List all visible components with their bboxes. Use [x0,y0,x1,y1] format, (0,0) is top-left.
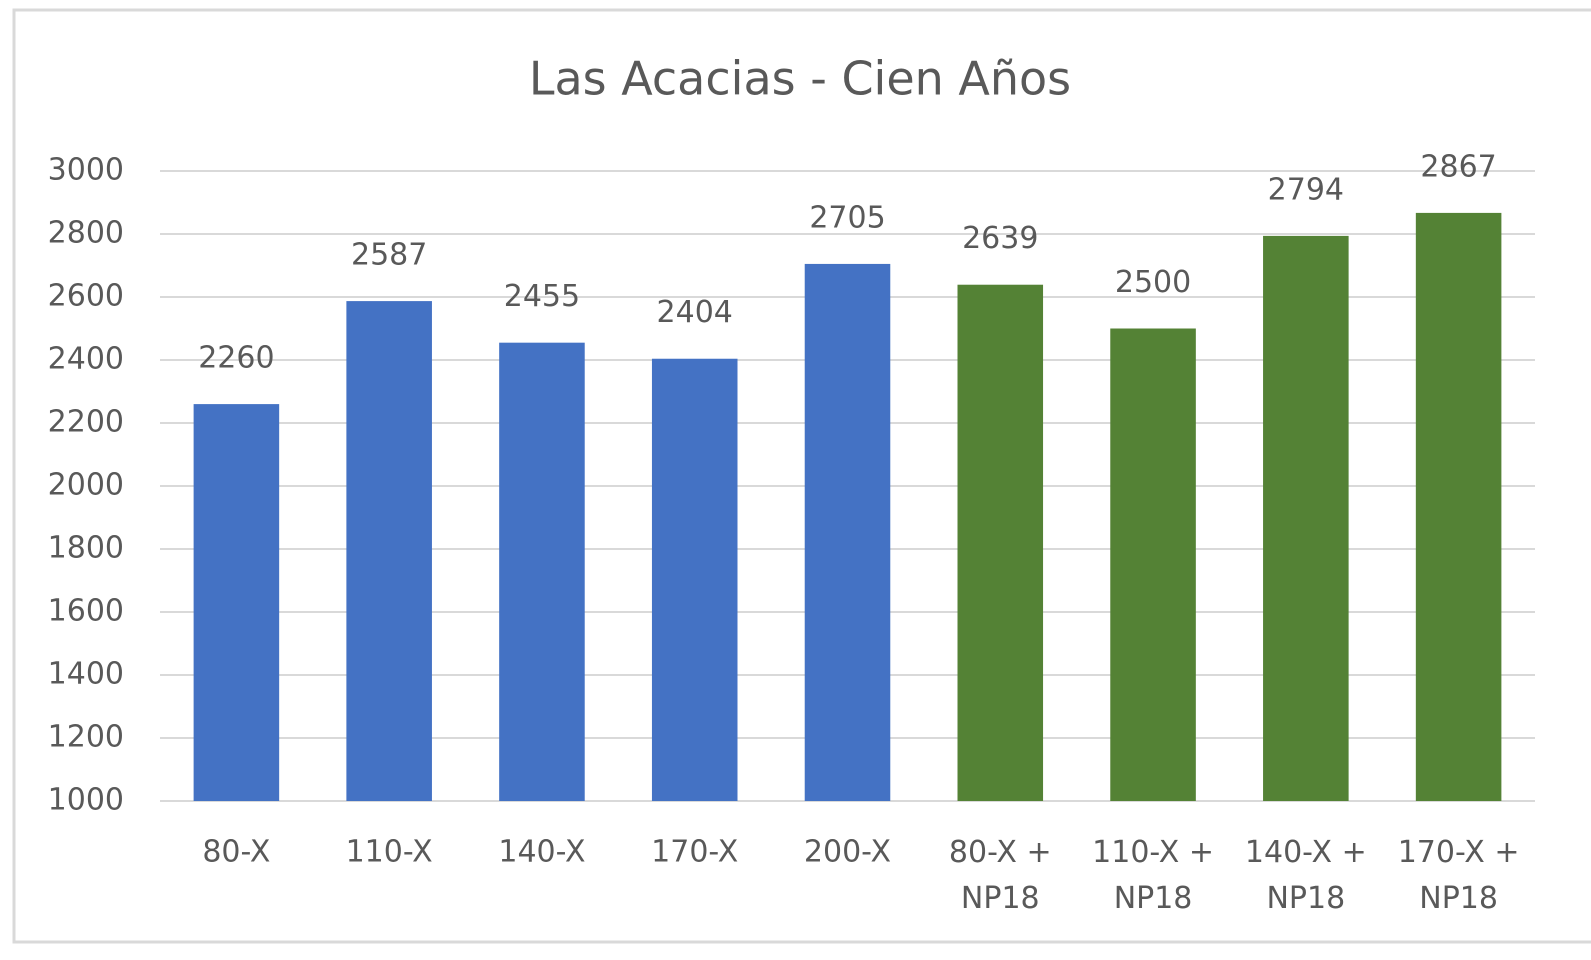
data-label: 2404 [657,295,733,330]
bar [499,342,585,801]
y-tick-label: 2800 [48,216,124,251]
bar [1415,212,1502,801]
x-tick-label: 80-X + NP18 [949,835,1052,916]
bar [1110,328,1196,801]
x-tick-label: 80-X [202,835,270,870]
data-label: 2794 [1268,172,1344,207]
y-tick-label: 2000 [48,468,124,503]
y-tick-label: 2200 [48,405,124,440]
y-tick-label: 1200 [48,720,124,755]
bar [193,404,280,801]
x-tick-label: 140-X [498,835,585,870]
x-tick-label: 110-X + NP18 [1092,835,1214,916]
bar [957,284,1044,802]
bar [346,301,432,801]
y-tick-label: 3000 [48,153,124,188]
data-label: 2260 [198,341,274,376]
y-tick-label: 1400 [48,657,124,692]
chart-title: Las Acacias - Cien Años [529,52,1071,106]
x-tick-label: 170-X + NP18 [1398,835,1520,916]
data-label: 2455 [504,279,580,314]
x-tick-label: 110-X [346,835,433,870]
data-label: 2705 [809,200,885,235]
y-tick-label: 1800 [48,531,124,566]
data-label: 2500 [1115,265,1191,300]
y-tick-label: 2600 [48,279,124,314]
x-tick-label: 200-X [804,835,891,870]
y-tick-label: 2400 [48,342,124,377]
bar [651,358,738,801]
bar [804,263,891,801]
data-label: 2587 [351,238,427,273]
data-label: 2867 [1420,149,1496,184]
x-tick-label: 170-X [651,835,738,870]
data-label: 2639 [962,221,1038,256]
x-tick-label: 140-X + NP18 [1245,835,1367,916]
y-tick-label: 1600 [48,594,124,629]
y-tick-label: 1000 [48,783,124,818]
bar [1263,235,1349,801]
